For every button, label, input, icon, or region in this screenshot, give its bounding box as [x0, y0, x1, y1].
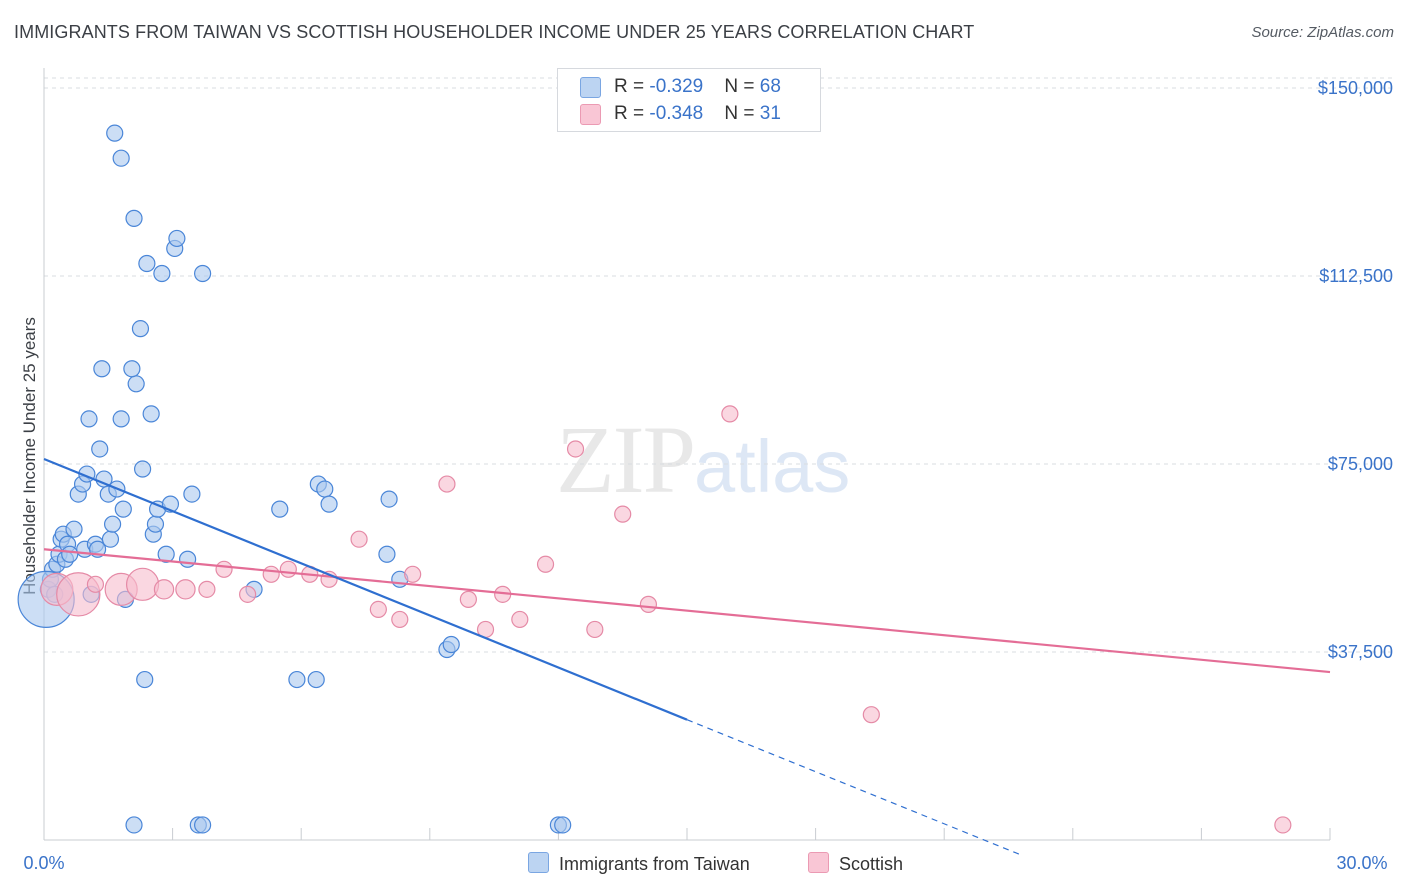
scottish-point [614, 505, 632, 523]
x-tick-label-min: 0.0% [23, 853, 64, 873]
taiwan-point [106, 124, 124, 142]
watermark-zip: ZIP [556, 406, 696, 513]
watermark: ZIPatlas [556, 404, 850, 515]
scottish-point [721, 405, 739, 423]
y-tick-label: $75,000 [1328, 454, 1393, 474]
taiwan-point [103, 515, 122, 533]
legend-r-label: R = [614, 103, 650, 124]
taiwan-point [153, 264, 171, 283]
source-credit: Source: ZipAtlas.com [1251, 24, 1394, 41]
chart-title: IMMIGRANTS FROM TAIWAN VS SCOTTISH HOUSE… [14, 22, 975, 42]
scottish-swatch [580, 104, 601, 125]
scottish-point [239, 585, 257, 603]
watermark-atlas: atlas [694, 425, 851, 508]
scottish-point [279, 560, 297, 578]
legend-n-label: N = [724, 103, 760, 124]
y-tick-label: $112,500 [1319, 266, 1393, 286]
taiwan-legend-swatch [528, 852, 549, 873]
taiwan-point [183, 485, 201, 503]
taiwan-point [194, 264, 212, 283]
scottish-point [262, 565, 280, 583]
taiwan-point [136, 670, 154, 689]
scottish-point [153, 579, 175, 600]
taiwan-point [142, 405, 160, 423]
legend-item-taiwan: Immigrants from Taiwan [528, 852, 750, 875]
taiwan-point [133, 460, 152, 478]
taiwan-point [65, 520, 83, 538]
scottish-point [459, 590, 477, 608]
taiwan-point [168, 229, 186, 248]
taiwan-point [114, 500, 132, 518]
scottish-point [198, 580, 216, 598]
scottish-point [215, 560, 233, 578]
scottish-point [511, 610, 529, 629]
taiwan-point [91, 440, 109, 458]
taiwan-point [112, 149, 130, 167]
scottish-point [586, 620, 604, 639]
scottish-point [369, 600, 387, 618]
scottish-point [391, 610, 409, 629]
scottish-point [566, 440, 585, 458]
taiwan-point [380, 490, 398, 508]
taiwan-point [320, 495, 338, 513]
legend-r-value: -0.348 [649, 103, 704, 124]
scottish-point [1274, 816, 1292, 834]
taiwan-point [138, 254, 156, 273]
taiwan-point [61, 545, 79, 563]
legend-r-label: R = [614, 76, 650, 97]
taiwan-point [442, 635, 460, 654]
taiwan-point [307, 670, 325, 689]
scottish-point [862, 706, 880, 724]
scottish-trend-line [43, 548, 1331, 674]
taiwan-point [157, 545, 175, 563]
taiwan-point [123, 360, 141, 378]
scottish-legend-swatch [808, 852, 829, 873]
scottish-point [175, 579, 196, 600]
legend-item-scottish: Scottish [808, 852, 903, 875]
x-tick-label-max: 30.0% [1336, 853, 1387, 873]
taiwan-point [316, 480, 334, 498]
correlation-legend: R = -0.329 N = 68 R = -0.348 N = 31 [557, 68, 821, 132]
scottish-point [86, 575, 105, 593]
legend-n-value: 68 [759, 76, 781, 97]
taiwan-point [112, 410, 130, 428]
taiwan-point [378, 545, 396, 563]
scottish-legend-label: Scottish [839, 854, 904, 874]
taiwan-point [101, 530, 120, 548]
scottish-point [350, 530, 368, 548]
scottish-point [438, 475, 456, 493]
legend-n-value: 31 [759, 103, 781, 124]
taiwan-legend-label: Immigrants from Taiwan [559, 854, 750, 874]
taiwan-point [194, 816, 212, 834]
scottish-point [404, 565, 422, 583]
taiwan-point [127, 375, 145, 393]
taiwan-point [554, 816, 572, 834]
scottish-point [639, 595, 658, 613]
taiwan-point [80, 410, 98, 428]
y-tick-label: $150,000 [1318, 78, 1393, 98]
taiwan-point [125, 816, 143, 834]
taiwan-trend-extension [686, 719, 1022, 856]
taiwan-point [131, 320, 150, 338]
scottish-point [125, 567, 160, 601]
taiwan-point [288, 670, 306, 689]
taiwan-point [179, 550, 197, 568]
taiwan-swatch [580, 77, 601, 98]
taiwan-point [125, 209, 143, 227]
legend-r-value: -0.329 [649, 76, 704, 97]
taiwan-point [271, 500, 289, 518]
taiwan-point [93, 360, 111, 378]
y-tick-label: $37,500 [1328, 642, 1393, 662]
taiwan-point [146, 515, 165, 533]
legend-n-label: N = [724, 76, 760, 97]
scottish-point [536, 555, 555, 573]
taiwan-trend-line [43, 457, 688, 721]
